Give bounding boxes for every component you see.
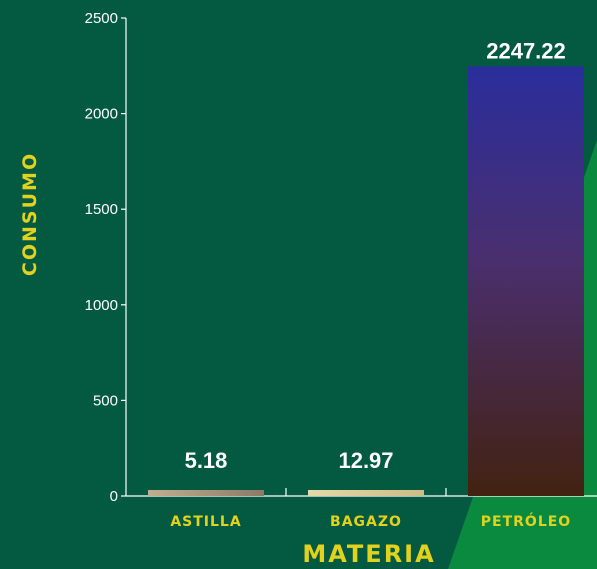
x-separators [285, 488, 447, 496]
bars [148, 66, 584, 496]
bar-2 [308, 490, 424, 496]
bar-3 [468, 66, 584, 496]
y-tick-label: 2500 [85, 10, 118, 27]
y-tick-label: 2000 [85, 106, 118, 123]
y-tick-label: 0 [110, 488, 118, 505]
value-label: 2247.22 [486, 38, 566, 63]
y-axis-title: CONSUMO [19, 152, 41, 276]
y-tick-label: 500 [93, 392, 118, 409]
x-axis-title: MATERIA [302, 540, 435, 568]
y-tick-label: 1500 [85, 201, 118, 218]
category-labels: ASTILLA BAGAZO PETRÓLEO [170, 512, 571, 530]
y-tick-label: 1000 [85, 297, 118, 314]
value-label: 12.97 [338, 448, 393, 473]
value-label: 5.18 [185, 448, 228, 473]
category-label: ASTILLA [170, 514, 241, 530]
value-labels: 5.18 12.97 2247.22 [185, 38, 566, 473]
bar-1 [148, 490, 264, 496]
category-label: PETRÓLEO [481, 512, 571, 530]
y-ticks: 0 500 1000 1500 2000 2500 [85, 10, 126, 505]
category-label: BAGAZO [330, 514, 402, 530]
